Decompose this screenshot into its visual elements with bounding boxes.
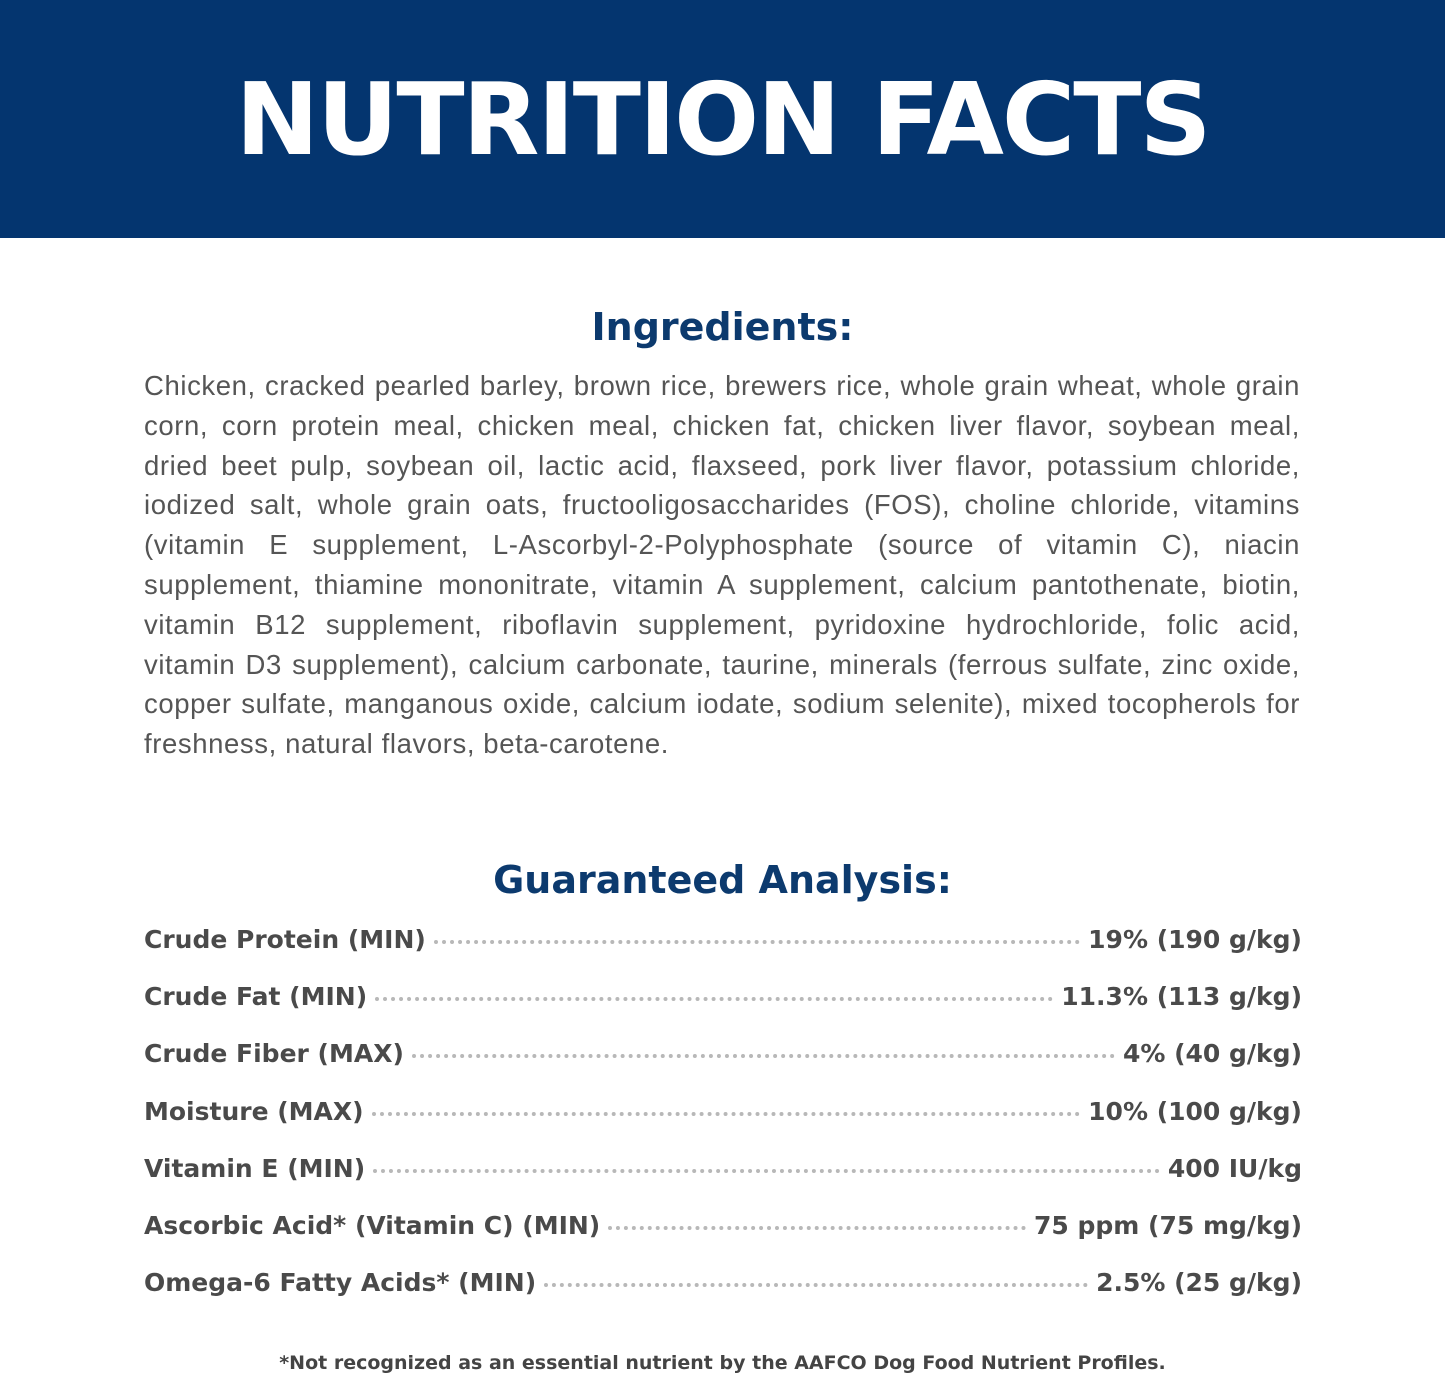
analysis-row: Moisture (MAX) 10% (100 g/kg) (144, 1097, 1302, 1154)
analysis-row: Ascorbic Acid* (Vitamin C) (MIN) 75 ppm (… (144, 1211, 1302, 1268)
dot-leader (544, 1283, 1089, 1288)
page-title: NUTRITION FACTS (235, 60, 1211, 178)
ingredients-heading: Ingredients: (591, 305, 854, 349)
nutrient-value: 10% (100 g/kg) (1088, 1096, 1302, 1126)
nutrient-label: Crude Fiber (MAX) (144, 1039, 404, 1069)
analysis-row: Omega-6 Fatty Acids* (MIN) 2.5% (25 g/kg) (144, 1268, 1302, 1325)
nutrient-label: Moisture (MAX) (144, 1096, 364, 1126)
dot-leader (371, 1111, 1081, 1116)
dot-leader (608, 1225, 1027, 1230)
footnote: *Not recognized as an essential nutrient… (279, 1352, 1166, 1374)
ingredients-text: Chicken, cracked pearled barley, brown r… (144, 370, 1300, 760)
nutrient-label: Ascorbic Acid* (Vitamin C) (MIN) (144, 1210, 601, 1240)
nutrient-value: 4% (40 g/kg) (1122, 1039, 1302, 1069)
nutrient-value: 19% (190 g/kg) (1088, 925, 1302, 954)
analysis-row: Crude Protein (MIN) 19% (190 g/kg) (144, 925, 1302, 982)
header-banner: NUTRITION FACTS (0, 0, 1445, 238)
nutrient-label: Omega-6 Fatty Acids* (MIN) (144, 1268, 537, 1298)
dot-leader (373, 1168, 1160, 1173)
analysis-heading: Guaranteed Analysis: (493, 858, 952, 902)
nutrient-value: 75 ppm (75 mg/kg) (1034, 1210, 1302, 1240)
nutrient-value: 400 IU/kg (1167, 1153, 1302, 1183)
nutrient-label: Vitamin E (MIN) (144, 1153, 366, 1183)
dot-leader (433, 940, 1081, 944)
dot-leader (411, 1054, 1115, 1059)
analysis-row: Crude Fiber (MAX) 4% (40 g/kg) (144, 1039, 1302, 1096)
nutrient-value: 2.5% (25 g/kg) (1096, 1268, 1302, 1298)
nutrient-value: 11.3% (113 g/kg) (1061, 982, 1302, 1012)
analysis-row: Vitamin E (MIN) 400 IU/kg (144, 1154, 1302, 1211)
analysis-table: Crude Protein (MIN) 19% (190 g/kg) Crude … (144, 925, 1302, 1325)
nutrient-label: Crude Fat (MIN) (144, 982, 368, 1012)
nutrient-label: Crude Protein (MIN) (144, 925, 426, 954)
dot-leader (375, 997, 1054, 1002)
analysis-row: Crude Fat (MIN) 11.3% (113 g/kg) (144, 982, 1302, 1039)
